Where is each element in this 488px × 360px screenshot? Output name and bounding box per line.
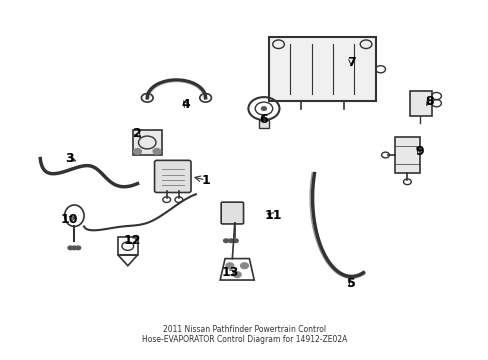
Circle shape [261, 107, 266, 111]
Circle shape [223, 239, 228, 243]
Circle shape [153, 149, 161, 154]
FancyBboxPatch shape [409, 91, 431, 116]
Text: 1: 1 [201, 174, 209, 186]
Circle shape [240, 263, 248, 269]
Text: 4: 4 [182, 99, 190, 112]
Circle shape [233, 272, 241, 278]
Text: 8: 8 [424, 95, 433, 108]
Text: 13: 13 [221, 266, 238, 279]
FancyBboxPatch shape [132, 130, 162, 155]
Circle shape [76, 246, 81, 249]
Text: 2011 Nissan Pathfinder Powertrain Control
Hose-EVAPORATOR Control Diagram for 14: 2011 Nissan Pathfinder Powertrain Contro… [142, 325, 346, 344]
Text: 5: 5 [346, 277, 355, 290]
Circle shape [133, 149, 141, 154]
Circle shape [233, 239, 238, 243]
Text: 6: 6 [259, 113, 268, 126]
FancyBboxPatch shape [268, 37, 375, 102]
Text: 11: 11 [264, 209, 282, 222]
Text: 9: 9 [414, 145, 423, 158]
Circle shape [228, 239, 233, 243]
Circle shape [72, 246, 77, 249]
Circle shape [68, 246, 73, 249]
FancyBboxPatch shape [394, 137, 419, 173]
Circle shape [225, 263, 233, 269]
Text: 10: 10 [61, 213, 78, 226]
Text: 7: 7 [346, 55, 355, 69]
FancyBboxPatch shape [221, 202, 243, 224]
FancyBboxPatch shape [154, 160, 191, 193]
Text: 2: 2 [133, 127, 142, 140]
Text: 3: 3 [65, 152, 74, 165]
Text: 12: 12 [123, 234, 141, 247]
FancyBboxPatch shape [259, 120, 268, 128]
